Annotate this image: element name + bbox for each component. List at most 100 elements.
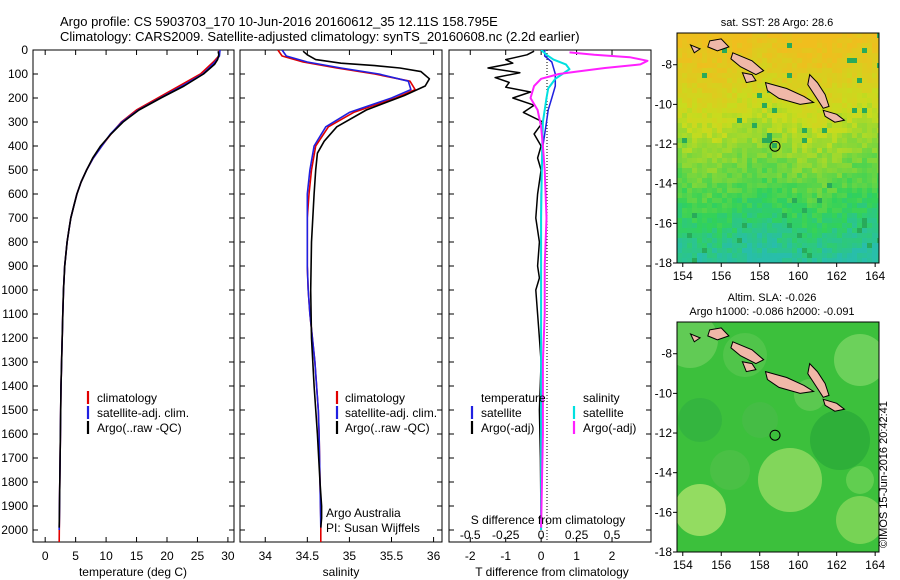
sst-cell (782, 133, 788, 139)
sst-cell (832, 58, 838, 64)
sst-cell (812, 168, 818, 174)
sst-cell (712, 83, 718, 89)
sst-cell (727, 103, 733, 109)
sst-cell (717, 33, 723, 39)
sst-cell (842, 68, 848, 74)
sst-cell (857, 208, 863, 214)
sst-cell (827, 58, 833, 64)
sst-cell (822, 193, 828, 199)
sst-cell (807, 118, 813, 124)
sst-cell (877, 128, 879, 134)
sst-cell (717, 133, 723, 139)
sst-cell (757, 48, 763, 54)
sal-diff-tick-label: 0.5 (604, 528, 621, 542)
sst-cell (822, 63, 828, 69)
x-tick-label: 30 (221, 549, 235, 563)
sst-cell (737, 123, 743, 129)
sst-cell (727, 98, 733, 104)
sst-cell (682, 113, 688, 119)
sst-cell (727, 48, 733, 54)
sst-cell (727, 248, 733, 254)
sst-cell (732, 43, 738, 49)
sst-cell (797, 223, 803, 229)
sst-cell (682, 88, 688, 94)
sst-cell (687, 53, 693, 59)
sst-cell (737, 83, 743, 89)
sst-cell (757, 148, 763, 154)
sst-cell (842, 248, 848, 254)
sst-cell (807, 203, 813, 209)
sst-cell (762, 53, 768, 59)
sst-cell (732, 108, 738, 114)
sst-cell (817, 138, 823, 144)
sst-cell (782, 58, 788, 64)
sst-cell (687, 178, 693, 184)
sst-cell (842, 228, 848, 234)
sst-cell (727, 208, 733, 214)
sst-cell (702, 153, 708, 159)
sst-cell (877, 138, 879, 144)
sst-cell (697, 203, 703, 209)
sla-blob (710, 450, 750, 490)
sst-cell (832, 223, 838, 229)
sla-blob (810, 410, 870, 470)
sst-cell (812, 223, 818, 229)
sst-cell (717, 93, 723, 99)
sst-cell (742, 153, 748, 159)
sst-cell (712, 78, 718, 84)
sst-cell (777, 228, 783, 234)
sst-cell (707, 48, 713, 54)
sst-cell (877, 248, 879, 254)
sst-cell (862, 53, 868, 59)
sst-cell (782, 193, 788, 199)
sst-cell (682, 43, 688, 49)
sst-cell (717, 258, 723, 263)
sst-cell (687, 143, 693, 149)
sst-cell (697, 73, 703, 79)
lat-tick-label: -16 (655, 505, 673, 519)
sst-cell (787, 198, 793, 204)
legend-temp-argo: Argo(-adj) (481, 421, 534, 435)
sst-cell (757, 253, 763, 259)
sst-cell (842, 183, 848, 189)
sst-cell (692, 178, 698, 184)
sst-cell (712, 63, 718, 69)
sst-cell (772, 248, 778, 254)
sst-cell (757, 83, 763, 89)
sst-cell (752, 48, 758, 54)
sst-cell (847, 243, 853, 249)
sst-cell (822, 43, 828, 49)
sst-cell (687, 118, 693, 124)
sst-cell (872, 253, 878, 259)
sst-cell (762, 68, 768, 74)
sst-cell (792, 208, 798, 214)
sst-cell (697, 153, 703, 159)
sst-cell (717, 178, 723, 184)
sst-cell (867, 38, 873, 44)
sst-cell (762, 73, 768, 79)
sst-cell (792, 233, 798, 239)
sst-cell (847, 38, 853, 44)
sst-cell (822, 208, 828, 214)
lon-tick-label: 162 (827, 269, 847, 283)
sst-cell (857, 258, 863, 263)
sst-cell (747, 163, 753, 169)
sst-cell (802, 38, 808, 44)
sst-cell (872, 98, 878, 104)
sst-cell (797, 108, 803, 114)
sst-cell (837, 178, 843, 184)
sst-cell (702, 133, 708, 139)
figure-title-line-1: Argo profile: CS 5903703_170 10-Jun-2016… (60, 14, 498, 29)
temperature-panel-frame (32, 49, 235, 543)
sst-cell (757, 218, 763, 224)
sst-cell (722, 253, 728, 259)
sst-cell (832, 218, 838, 224)
sst-cell (752, 213, 758, 219)
sst-cell (697, 38, 703, 44)
sst-cell (762, 33, 768, 39)
sst-cell (877, 193, 879, 199)
sst-cell (722, 198, 728, 204)
sst-cell (787, 243, 793, 249)
sst-cell (787, 228, 793, 234)
sst-cell (852, 53, 858, 59)
